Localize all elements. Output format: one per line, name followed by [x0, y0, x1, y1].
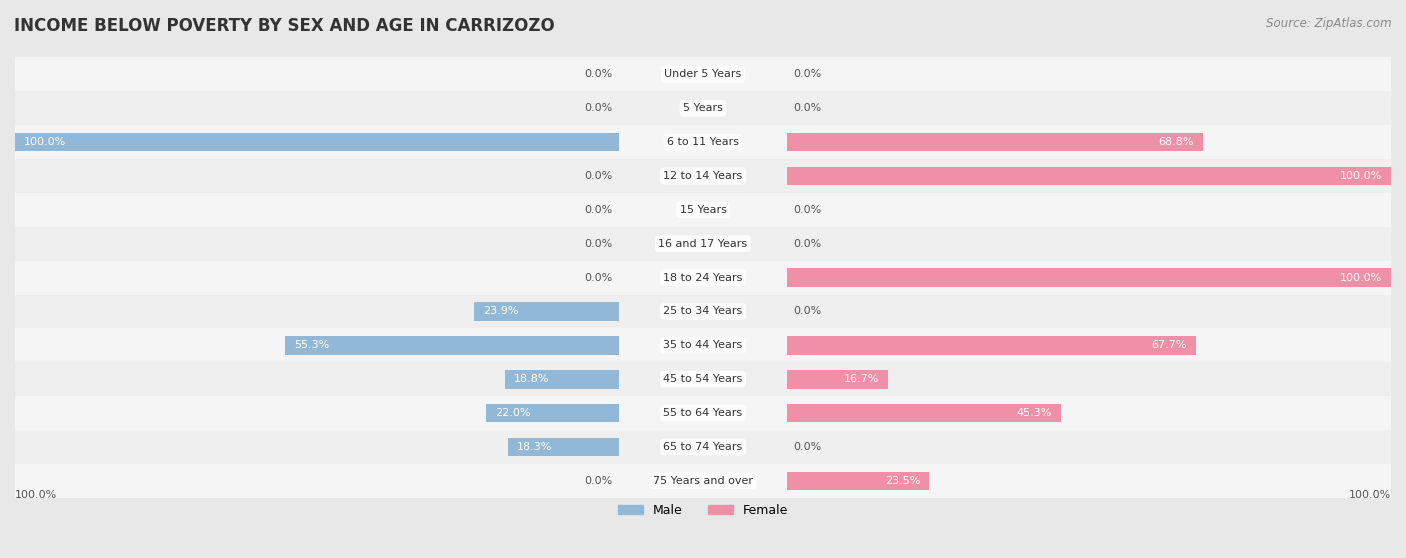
- Text: 0.0%: 0.0%: [585, 103, 613, 113]
- Text: 68.8%: 68.8%: [1159, 137, 1194, 147]
- Text: 22.0%: 22.0%: [495, 408, 530, 418]
- Text: 0.0%: 0.0%: [793, 442, 821, 452]
- Bar: [787, 404, 1062, 422]
- Text: 0.0%: 0.0%: [585, 239, 613, 249]
- Text: 0.0%: 0.0%: [585, 69, 613, 79]
- Bar: [15, 396, 1391, 430]
- Bar: [15, 362, 1391, 396]
- Text: 18 to 24 Years: 18 to 24 Years: [664, 273, 742, 282]
- Bar: [787, 268, 1391, 287]
- Text: 0.0%: 0.0%: [585, 476, 613, 486]
- Text: 0.0%: 0.0%: [585, 273, 613, 282]
- Text: 23.5%: 23.5%: [884, 476, 921, 486]
- Bar: [15, 227, 1391, 261]
- Legend: Male, Female: Male, Female: [613, 499, 793, 522]
- Text: 12 to 14 Years: 12 to 14 Years: [664, 171, 742, 181]
- Text: 35 to 44 Years: 35 to 44 Years: [664, 340, 742, 350]
- Bar: [485, 404, 619, 422]
- Bar: [505, 370, 619, 388]
- Text: 75 Years and over: 75 Years and over: [652, 476, 754, 486]
- Bar: [508, 437, 619, 456]
- Bar: [474, 302, 619, 321]
- Text: 5 Years: 5 Years: [683, 103, 723, 113]
- Text: 0.0%: 0.0%: [793, 239, 821, 249]
- Text: 55.3%: 55.3%: [294, 340, 329, 350]
- Bar: [15, 159, 1391, 193]
- Text: 65 to 74 Years: 65 to 74 Years: [664, 442, 742, 452]
- Text: 55 to 64 Years: 55 to 64 Years: [664, 408, 742, 418]
- Text: 0.0%: 0.0%: [793, 205, 821, 215]
- Bar: [285, 336, 619, 355]
- Text: 16.7%: 16.7%: [844, 374, 879, 384]
- Text: 0.0%: 0.0%: [585, 205, 613, 215]
- Text: 100.0%: 100.0%: [1340, 273, 1382, 282]
- Text: 0.0%: 0.0%: [585, 171, 613, 181]
- Text: 23.9%: 23.9%: [484, 306, 519, 316]
- Text: 0.0%: 0.0%: [793, 306, 821, 316]
- Bar: [15, 430, 1391, 464]
- Bar: [15, 57, 1391, 92]
- Bar: [15, 464, 1391, 498]
- Text: Source: ZipAtlas.com: Source: ZipAtlas.com: [1267, 17, 1392, 30]
- Bar: [15, 92, 1391, 125]
- Bar: [787, 472, 929, 490]
- Text: 45.3%: 45.3%: [1017, 408, 1052, 418]
- Bar: [15, 329, 1391, 362]
- Text: INCOME BELOW POVERTY BY SEX AND AGE IN CARRIZOZO: INCOME BELOW POVERTY BY SEX AND AGE IN C…: [14, 17, 555, 35]
- Text: 45 to 54 Years: 45 to 54 Years: [664, 374, 742, 384]
- Text: 25 to 34 Years: 25 to 34 Years: [664, 306, 742, 316]
- Bar: [787, 336, 1197, 355]
- Bar: [15, 125, 1391, 159]
- Text: 100.0%: 100.0%: [24, 137, 66, 147]
- Bar: [787, 370, 889, 388]
- Text: 0.0%: 0.0%: [793, 103, 821, 113]
- Text: 18.8%: 18.8%: [515, 374, 550, 384]
- Bar: [15, 133, 619, 151]
- Bar: [787, 167, 1391, 185]
- Text: 100.0%: 100.0%: [1348, 490, 1391, 501]
- Text: 0.0%: 0.0%: [793, 69, 821, 79]
- Bar: [15, 295, 1391, 329]
- Bar: [787, 133, 1202, 151]
- Bar: [15, 193, 1391, 227]
- Text: 18.3%: 18.3%: [517, 442, 553, 452]
- Text: 16 and 17 Years: 16 and 17 Years: [658, 239, 748, 249]
- Text: 100.0%: 100.0%: [15, 490, 58, 501]
- Text: 6 to 11 Years: 6 to 11 Years: [666, 137, 740, 147]
- Bar: [15, 261, 1391, 295]
- Text: 67.7%: 67.7%: [1152, 340, 1187, 350]
- Text: 100.0%: 100.0%: [1340, 171, 1382, 181]
- Text: 15 Years: 15 Years: [679, 205, 727, 215]
- Text: Under 5 Years: Under 5 Years: [665, 69, 741, 79]
